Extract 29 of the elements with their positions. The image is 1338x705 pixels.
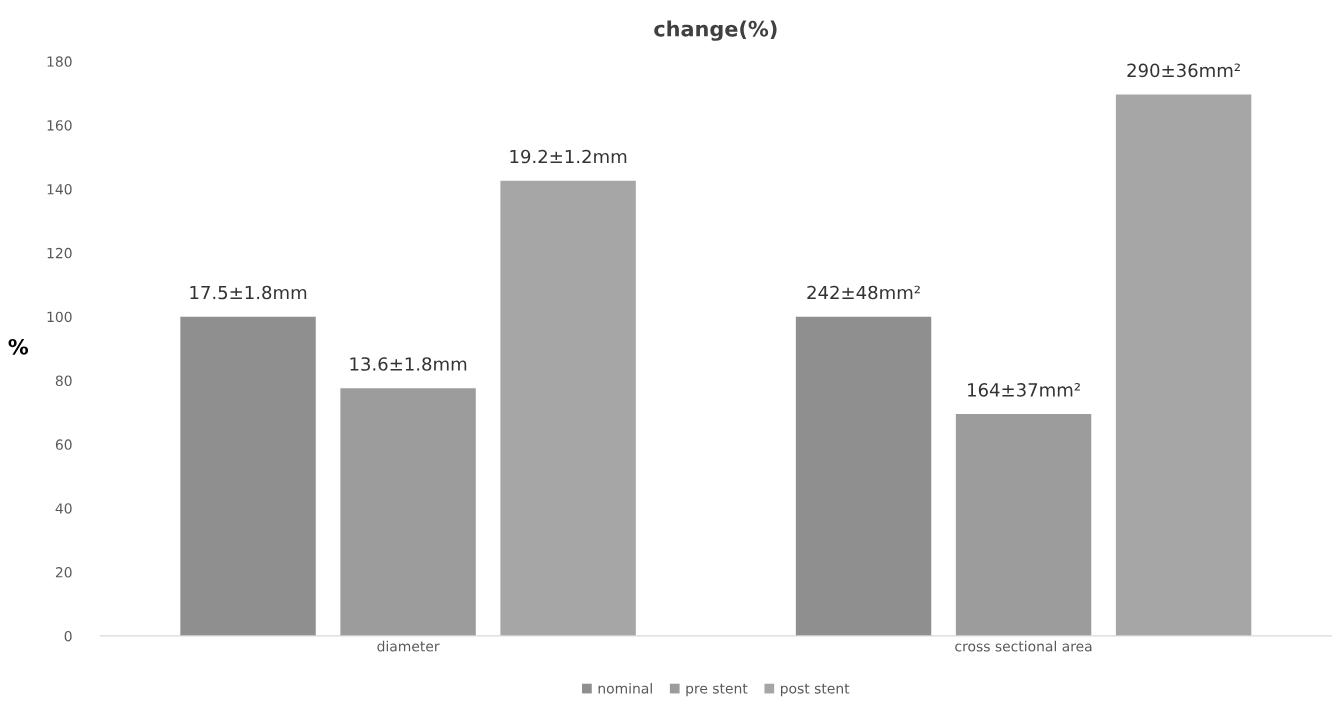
bar	[1115, 94, 1252, 636]
x-tick-label: diameter	[377, 640, 440, 652]
y-axis-title: %	[8, 338, 29, 355]
y-tick-label: 120	[47, 247, 72, 259]
y-tick-label: 160	[47, 120, 72, 131]
legend-label: nominal	[598, 682, 652, 694]
y-tick-label: 180	[47, 56, 72, 67]
legend-label: post stent	[780, 683, 850, 697]
y-tick-label: 0	[64, 630, 72, 642]
bar	[180, 316, 316, 636]
y-tick-label: 80	[55, 375, 72, 387]
legend-label: pre stent	[686, 683, 748, 697]
bar	[340, 388, 476, 636]
x-tick-label: cross sectional area	[955, 640, 1092, 652]
bar	[500, 180, 636, 636]
bar	[795, 316, 932, 636]
y-tick-label: 40	[55, 503, 72, 514]
bar	[955, 414, 1092, 636]
y-tick-label: 20	[55, 567, 72, 578]
annotation: 290±36mm²	[1127, 63, 1240, 78]
annotation: 13.6±1.8mm	[350, 357, 467, 371]
annotation: 17.5±1.8mm	[190, 285, 307, 300]
chart-title: change(%)	[654, 20, 777, 41]
annotation: 19.2±1.2mm	[510, 149, 627, 164]
annotation: 242±48mm²	[807, 285, 920, 300]
annotation: 164±37mm²	[968, 383, 1080, 397]
y-tick-label: 100	[47, 311, 72, 323]
y-tick-label: 60	[55, 439, 72, 450]
y-tick-label: 140	[47, 183, 72, 195]
